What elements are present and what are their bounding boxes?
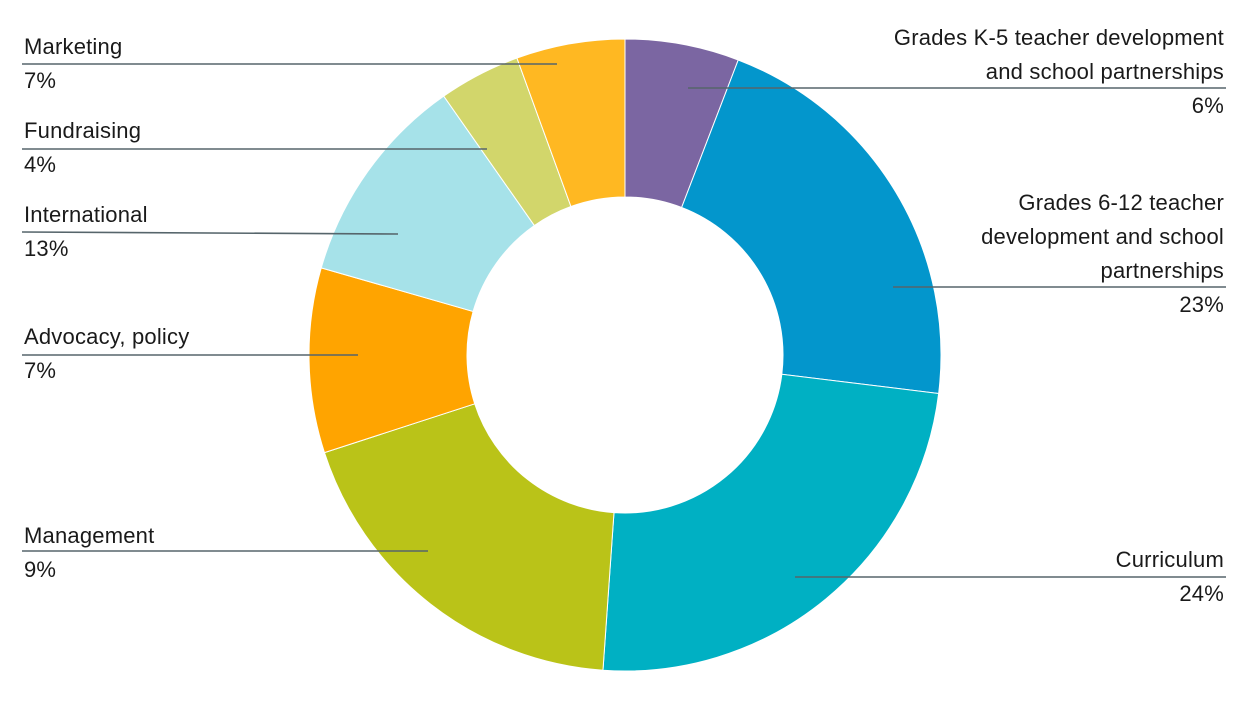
slice-management [323,403,615,671]
label-grades-6-12-line1: Grades 6-12 teacher [1018,190,1224,215]
label-grades-k5-line1: Grades K-5 teacher development [893,25,1224,50]
value-grades-k5: 6% [1191,93,1224,118]
label-grades-6-12-line3: partnerships [1100,258,1224,283]
label-grades-6-12-line2: development and school [981,224,1224,249]
slice-grades-6-12-teacher-development-and-school-partnerships [680,59,942,395]
label-management-name: Management [24,523,155,548]
label-grades-k5-line2: and school partnerships [985,59,1224,84]
value-management: 9% [24,557,57,582]
label-international: International 13% [24,198,148,266]
slice-marketing [516,38,626,208]
leader-line-international [21,231,399,235]
donut-slices [308,38,942,672]
label-management: Management 9% [24,519,154,587]
label-curriculum: Curriculum 24% [1116,543,1224,611]
label-fundraising-name: Fundraising [24,118,142,143]
value-fundraising: 4% [24,152,57,177]
label-marketing: Marketing 7% [24,30,122,98]
label-curriculum-name: Curriculum [1115,547,1224,572]
label-advocacy-policy-name: Advocacy, policy [24,324,190,349]
label-grades-6-12: Grades 6-12 teacher development and scho… [981,186,1224,322]
label-fundraising: Fundraising 4% [24,114,141,182]
label-advocacy-policy: Advocacy, policy 7% [24,320,189,388]
label-marketing-name: Marketing [24,34,123,59]
slice-curriculum [602,373,940,672]
value-curriculum: 24% [1179,581,1224,606]
value-international: 13% [24,236,69,261]
leader-lines [21,63,1226,578]
label-international-name: International [24,202,148,227]
label-grades-k5: Grades K-5 teacher development and schoo… [894,21,1224,123]
value-advocacy-policy: 7% [24,358,57,383]
value-grades-6-12: 23% [1179,292,1224,317]
value-marketing: 7% [24,68,57,93]
